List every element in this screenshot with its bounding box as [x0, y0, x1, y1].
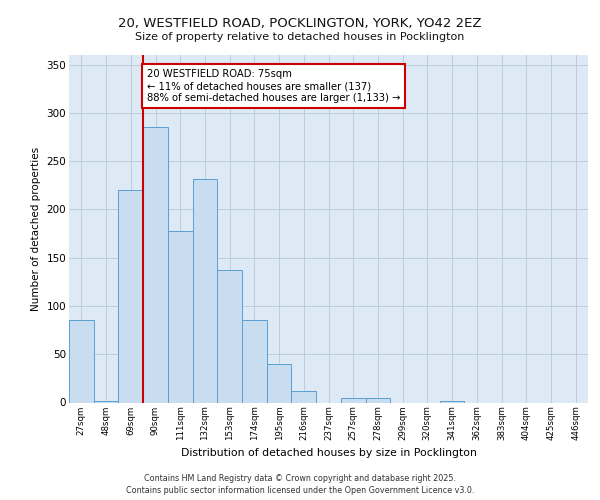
- Y-axis label: Number of detached properties: Number of detached properties: [31, 146, 41, 311]
- Text: Contains HM Land Registry data © Crown copyright and database right 2025.
Contai: Contains HM Land Registry data © Crown c…: [126, 474, 474, 495]
- Bar: [242, 320, 267, 402]
- Bar: [168, 230, 193, 402]
- Bar: [267, 364, 292, 403]
- Bar: [341, 398, 365, 402]
- Bar: [440, 400, 464, 402]
- Bar: [118, 190, 143, 402]
- Bar: [69, 320, 94, 402]
- X-axis label: Distribution of detached houses by size in Pocklington: Distribution of detached houses by size …: [181, 448, 476, 458]
- Text: 20 WESTFIELD ROAD: 75sqm
← 11% of detached houses are smaller (137)
88% of semi-: 20 WESTFIELD ROAD: 75sqm ← 11% of detach…: [147, 70, 400, 102]
- Bar: [217, 270, 242, 402]
- Bar: [292, 391, 316, 402]
- Text: Size of property relative to detached houses in Pocklington: Size of property relative to detached ho…: [136, 32, 464, 42]
- Bar: [365, 398, 390, 402]
- Bar: [193, 178, 217, 402]
- Bar: [143, 128, 168, 402]
- Text: 20, WESTFIELD ROAD, POCKLINGTON, YORK, YO42 2EZ: 20, WESTFIELD ROAD, POCKLINGTON, YORK, Y…: [118, 18, 482, 30]
- Bar: [94, 400, 118, 402]
